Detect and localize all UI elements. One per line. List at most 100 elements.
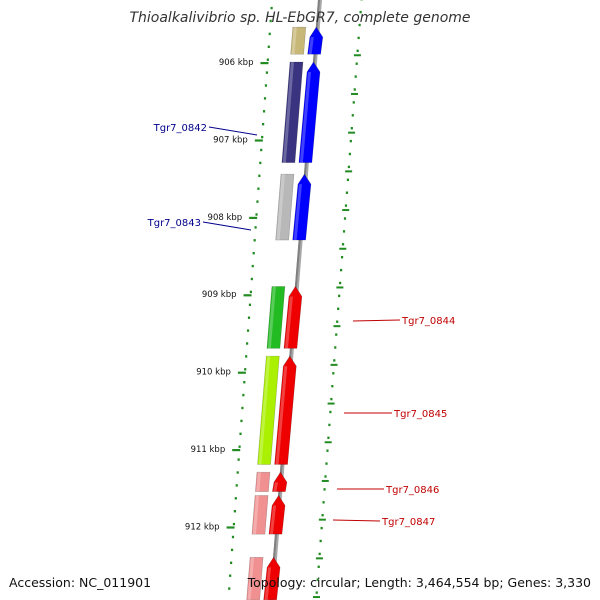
gene-tgr7-0847[interactable] (268, 494, 286, 535)
scale-minor-tick (243, 381, 246, 384)
outer-ring-dot (348, 152, 351, 156)
scale-minor-tick (262, 110, 266, 113)
scale-minor-tick (264, 84, 268, 87)
outer-ring-dot (358, 23, 361, 27)
outer-ring-dash (315, 557, 323, 560)
outer-ring-dot (353, 88, 356, 91)
gene-tgr7-0842[interactable] (298, 61, 321, 163)
scale-minor-tick (240, 419, 243, 423)
scale-minor-tick (230, 548, 234, 552)
scale-minor-tick (246, 342, 249, 345)
gene-tgr7-0845[interactable] (274, 355, 297, 465)
scale-minor-tick (239, 432, 242, 435)
outer-ring-dash (324, 441, 332, 444)
gene-feature-11[interactable] (255, 471, 271, 492)
gene-feature-1[interactable] (307, 26, 324, 55)
gene-tgr7-0843[interactable] (292, 173, 312, 241)
scale-minor-tick (245, 355, 248, 358)
outer-ring-dot (324, 475, 327, 478)
scale-tick-label: 910 kbp (196, 368, 231, 378)
scale-minor-tick (248, 303, 252, 306)
gene-feature-2[interactable] (281, 61, 304, 163)
scale-tick-label: 909 kbp (202, 290, 237, 300)
scale-minor-tick (252, 252, 255, 255)
scale-minor-tick (263, 97, 267, 100)
outer-ring-dot (352, 101, 355, 104)
outer-ring-dot (354, 75, 357, 78)
outer-ring-dash (353, 54, 361, 57)
scale-minor-tick (247, 316, 251, 319)
outer-ring-dot (338, 294, 341, 298)
scale-minor-tick (270, 6, 273, 10)
gene-tgr7-0846[interactable] (272, 471, 288, 492)
gene-label-tgr7-0843[interactable]: Tgr7_0843 (147, 218, 201, 229)
gene-label-tgr7-0845[interactable]: Tgr7_0845 (393, 409, 447, 420)
gene-label-leader-tgr7-0843 (202, 221, 252, 231)
scale-minor-tick (235, 484, 238, 487)
outer-ring-dot (333, 359, 336, 362)
gene-label-leader-tgr7-0842 (208, 126, 258, 136)
scale-tick-label: 906 kbp (219, 58, 254, 68)
scale-minor-tick (238, 445, 241, 448)
outer-ring-dot (344, 204, 348, 207)
scale-minor-tick (268, 32, 271, 36)
outer-ring-dot (331, 385, 334, 388)
scale-major-tick (243, 294, 252, 297)
scale-major-tick (226, 526, 235, 529)
gene-feature-1-shade (308, 37, 314, 55)
gene-feature-4-shade (276, 174, 285, 241)
scale-tick-label: 912 kbp (185, 522, 220, 532)
outer-ring-dot (335, 333, 338, 336)
scale-minor-tick (259, 161, 262, 165)
scale-minor-tick (255, 213, 258, 216)
outer-ring-dot (346, 178, 350, 181)
scale-minor-tick (249, 290, 252, 294)
outer-ring-dot (321, 514, 324, 517)
outer-ring-dash (339, 247, 347, 250)
gene-feature-9[interactable] (257, 355, 280, 465)
outer-ring-dash (318, 518, 326, 521)
gene-label-tgr7-0846[interactable]: Tgr7_0846 (385, 485, 439, 496)
scale-minor-tick (251, 264, 254, 268)
scale-minor-tick (262, 123, 265, 126)
gene-feature-0-shade (291, 27, 297, 55)
gene-feature-7[interactable] (266, 286, 286, 349)
outer-ring-dot (327, 436, 330, 439)
outer-ring-dot (337, 307, 340, 310)
scale-tick-label: 908 kbp (208, 213, 243, 223)
outer-ring-dot (347, 165, 350, 169)
gene-feature-11-shade (256, 472, 261, 492)
outer-ring-dot (334, 346, 337, 349)
outer-ring-dot (328, 423, 331, 427)
outer-ring-dash (327, 402, 335, 405)
gene-label-tgr7-0842[interactable]: Tgr7_0842 (153, 123, 207, 134)
gene-label-tgr7-0844[interactable]: Tgr7_0844 (401, 316, 455, 327)
gene-label-leader-tgr7-0847 (332, 519, 381, 522)
scale-major-tick (237, 371, 246, 374)
outer-ring-dot (315, 591, 318, 594)
gene-label-tgr7-0847[interactable]: Tgr7_0847 (381, 517, 435, 528)
outer-ring-dot (323, 488, 326, 491)
outer-ring-dot (332, 372, 335, 375)
gene-tgr7-0844[interactable] (283, 285, 303, 349)
scale-minor-tick (241, 406, 244, 410)
gene-tgr7-0843-shade (293, 184, 302, 241)
scale-minor-tick (260, 148, 263, 152)
outer-ring-dash (321, 479, 329, 482)
gene-feature-9-shade (258, 356, 271, 465)
gene-tgr7-0846-shade (273, 482, 278, 492)
scale-minor-tick (229, 574, 232, 577)
scale-major-tick (249, 216, 258, 219)
gene-tgr7-0844-shade (284, 296, 293, 349)
outer-ring-dot (340, 256, 344, 259)
scale-tick-label: 907 kbp (213, 135, 248, 145)
gene-feature-13[interactable] (251, 495, 269, 535)
gene-feature-4[interactable] (275, 173, 295, 241)
gene-tgr7-0842-shade (299, 72, 312, 163)
scale-minor-tick (250, 277, 253, 281)
scale-minor-tick (244, 368, 247, 371)
outer-ring-dot (319, 539, 322, 543)
scale-minor-tick (265, 71, 268, 74)
gene-feature-0[interactable] (290, 26, 307, 55)
